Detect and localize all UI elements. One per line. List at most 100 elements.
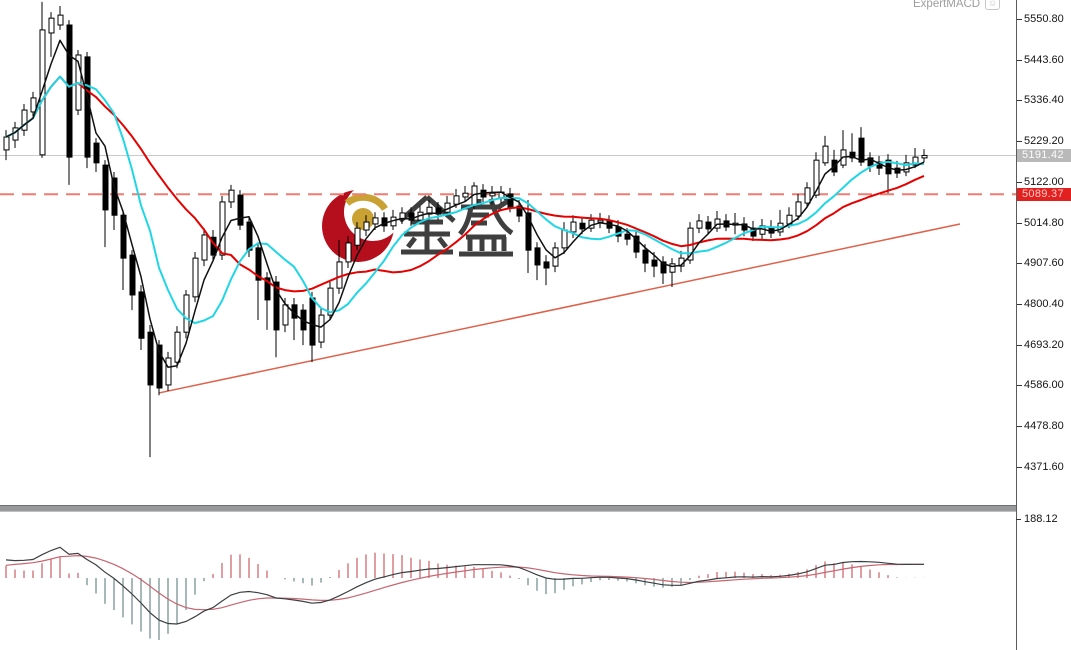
- price-axis-label: 5229.20: [1017, 135, 1064, 147]
- candle-body: [228, 189, 235, 203]
- expert-advisor-icon[interactable]: ☺: [985, 0, 1001, 10]
- candle-body: [219, 201, 226, 256]
- macd-canvas[interactable]: [0, 512, 1016, 650]
- price-axis-label: 5014.80: [1017, 217, 1064, 229]
- candle-body: [858, 137, 865, 163]
- candle-body: [597, 219, 604, 223]
- last-price-badge: 5191.42: [1017, 149, 1071, 162]
- axis-tick: [1016, 518, 1021, 520]
- candle-body: [138, 291, 145, 339]
- alert-price-badge: 5089.37: [1017, 188, 1071, 201]
- price-axis-label: 4371.60: [1017, 461, 1064, 473]
- candle-body: [246, 221, 253, 251]
- candle-body: [156, 344, 163, 389]
- candle-body: [39, 29, 46, 156]
- candle-body: [165, 357, 172, 386]
- gold-leaf-icon: [344, 193, 388, 212]
- axis-tick: [1017, 140, 1022, 142]
- candle-body: [318, 314, 325, 343]
- candle-body: [183, 294, 190, 333]
- macd-signal-line: [5, 554, 924, 611]
- price-chart-canvas[interactable]: [0, 0, 1016, 505]
- trendline[interactable]: [158, 223, 961, 394]
- candle-body: [561, 229, 568, 249]
- ma-fast-line: [5, 39, 925, 369]
- candle-body: [462, 192, 469, 198]
- price-axis-label: 4586.00: [1017, 379, 1064, 391]
- candle-body: [201, 234, 208, 261]
- price-axis[interactable]: 5191.42 5089.37 5550.80 5443.60 5336.40 522…: [1016, 0, 1071, 650]
- price-axis-label: 5550.80: [1017, 13, 1064, 25]
- candle-body: [408, 212, 415, 221]
- candle-body: [921, 154, 928, 159]
- candle-body: [426, 206, 433, 215]
- candle-body: [129, 254, 136, 296]
- candle-body: [669, 263, 676, 273]
- candle-body: [750, 227, 757, 237]
- axis-tick: [1017, 466, 1022, 468]
- candle-body: [363, 221, 370, 231]
- candle-body: [147, 331, 154, 386]
- candle-body: [3, 136, 10, 151]
- indicator-name-label: ExpertMACD: [913, 0, 981, 10]
- axis-tick: [1017, 18, 1022, 20]
- candle-body: [534, 247, 541, 266]
- candle-body: [21, 109, 28, 131]
- candle-body: [48, 17, 55, 34]
- ma-slow-line: [5, 75, 925, 293]
- candle-body: [354, 227, 361, 246]
- axis-tick: [1017, 344, 1022, 346]
- axis-tick: [1017, 181, 1022, 183]
- candle-body: [570, 221, 577, 233]
- price-axis-label: 4478.80: [1017, 420, 1064, 432]
- macd-scale-label: 188.12: [1016, 513, 1058, 525]
- candle-body: [624, 233, 631, 240]
- price-axis-label: 5443.60: [1017, 54, 1064, 66]
- axis-tick: [1017, 99, 1022, 101]
- candle-body: [651, 259, 658, 267]
- candle-body: [174, 331, 181, 363]
- candle-body: [264, 277, 271, 301]
- candle-body: [282, 304, 289, 326]
- axis-tick: [1017, 262, 1022, 264]
- candle-body: [300, 309, 307, 331]
- candle-body: [345, 242, 352, 263]
- candle-body: [633, 235, 640, 253]
- candle-body: [372, 217, 379, 225]
- candle-body: [489, 192, 496, 197]
- candle-body: [237, 194, 244, 226]
- candle-body: [813, 159, 820, 196]
- candle-body: [696, 220, 703, 229]
- candle-body: [327, 287, 334, 316]
- axis-tick: [1017, 384, 1022, 386]
- candle-body: [57, 14, 64, 26]
- candle-body: [66, 24, 73, 158]
- candle-body: [453, 195, 460, 205]
- candle-body: [543, 261, 550, 269]
- macd-histogram-layer: [5, 552, 925, 640]
- candle-body: [642, 249, 649, 264]
- candle-body: [849, 151, 856, 159]
- pane-divider[interactable]: [0, 505, 1016, 512]
- axis-tick: [1017, 425, 1022, 427]
- candle-body: [102, 164, 109, 211]
- candle-body: [822, 145, 829, 164]
- candle-body: [336, 261, 343, 289]
- gold-ball-icon: [352, 208, 374, 230]
- axis-tick: [1017, 303, 1022, 305]
- candle-body: [660, 261, 667, 274]
- candle-body: [273, 281, 280, 331]
- candle-body: [903, 162, 910, 173]
- price-axis-label: 4907.60: [1017, 257, 1064, 269]
- indicator-name: ExpertMACD ☺: [913, 0, 1001, 10]
- candle-body: [579, 222, 586, 230]
- candle-body: [93, 142, 100, 164]
- axis-tick: [1017, 222, 1022, 224]
- price-axis-label: 4800.40: [1017, 298, 1064, 310]
- ma-mid-line: [5, 75, 925, 325]
- candle-body: [192, 257, 199, 298]
- candle-body: [912, 156, 919, 166]
- candle-body: [525, 212, 532, 251]
- candle-body: [309, 297, 316, 346]
